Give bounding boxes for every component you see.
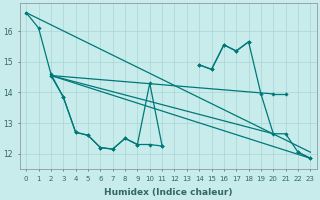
X-axis label: Humidex (Indice chaleur): Humidex (Indice chaleur) [104, 188, 233, 197]
